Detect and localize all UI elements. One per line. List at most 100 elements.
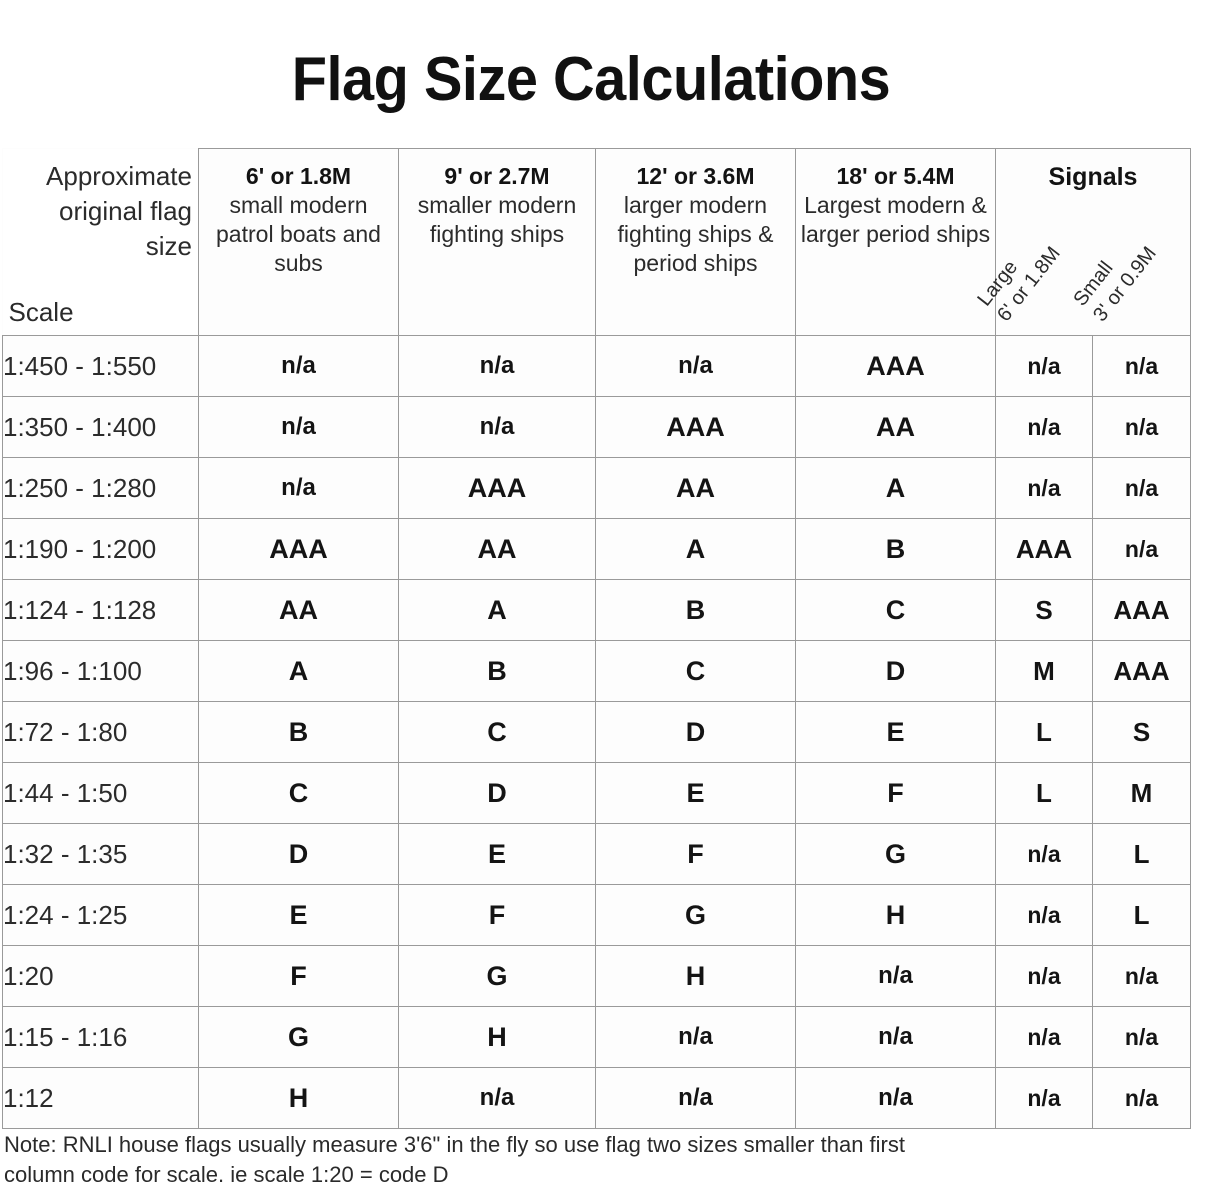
cell-col4: F	[795, 762, 996, 824]
corner-top-label: Approximate original flag size	[46, 160, 192, 261]
cell-col4: n/a	[795, 1006, 996, 1068]
cell-col3: AAA	[595, 396, 796, 458]
cell-col3: H	[595, 945, 796, 1007]
cell-signals-large: n/a	[995, 1067, 1093, 1129]
table-row: 1:450 - 1:550 n/a n/a n/a AAA n/a n/a	[2, 335, 1192, 397]
cell-col3: B	[595, 579, 796, 641]
cell-signals-small: n/a	[1091, 1006, 1192, 1068]
column-header-col4-size: 18' or 5.4M	[836, 163, 955, 189]
cell-col3: F	[595, 823, 796, 885]
cell-signals-small: L	[1091, 823, 1192, 885]
column-header-col1: 6' or 1.8M small modern patrol boats and…	[198, 148, 399, 336]
header-row: Approximate original flag size Scale 6' …	[2, 148, 1192, 336]
cell-col1: B	[198, 701, 399, 763]
cell-col1: A	[198, 640, 399, 702]
cell-col2: B	[398, 640, 596, 702]
cell-col1: n/a	[198, 457, 399, 519]
cell-col1: AAA	[198, 518, 399, 580]
cell-signals-large: n/a	[995, 884, 1093, 946]
cell-col2: AA	[398, 518, 596, 580]
cell-col3: AA	[595, 457, 796, 519]
cell-col4: C	[795, 579, 996, 641]
cell-signals-large: n/a	[995, 945, 1093, 1007]
cell-col1: n/a	[198, 396, 399, 458]
cell-col1: n/a	[198, 335, 399, 397]
cell-signals-small: M	[1091, 762, 1192, 824]
cell-col1: D	[198, 823, 399, 885]
column-header-col3-size: 12' or 3.6M	[636, 163, 755, 189]
cell-col4: A	[795, 457, 996, 519]
column-header-col2-size: 9' or 2.7M	[444, 163, 550, 189]
cell-col3: G	[595, 884, 796, 946]
cell-signals-small: n/a	[1091, 518, 1192, 580]
cell-col3: A	[595, 518, 796, 580]
cell-signals-large: n/a	[995, 396, 1093, 458]
column-header-col1-size: 6' or 1.8M	[245, 163, 352, 189]
table-header: Approximate original flag size Scale 6' …	[2, 148, 1192, 336]
cell-signals-small: n/a	[1091, 945, 1192, 1007]
cell-signals-small: n/a	[1091, 396, 1192, 458]
cell-signals-large: M	[995, 640, 1093, 702]
cell-col2: C	[398, 701, 596, 763]
cell-col1: AA	[198, 579, 399, 641]
cell-col4: D	[795, 640, 996, 702]
cell-col4: AAA	[795, 335, 996, 397]
cell-col3: n/a	[595, 1006, 796, 1068]
cell-col4: n/a	[795, 945, 996, 1007]
cell-col2: H	[398, 1006, 596, 1068]
cell-col2: n/a	[398, 396, 596, 458]
cell-scale: 1:20	[2, 945, 199, 1007]
cell-signals-large: n/a	[995, 457, 1093, 519]
table-row: 1:96 - 1:100 A B C D M AAA	[2, 640, 1192, 702]
table-row: 1:190 - 1:200 AAA AA A B AAA n/a	[2, 518, 1192, 580]
column-header-col4-desc: Largest modern & larger period ships	[800, 192, 991, 247]
table-body: 1:450 - 1:550 n/a n/a n/a AAA n/a n/a 1:350 - 1…	[2, 335, 1192, 1129]
cell-col4: AA	[795, 396, 996, 458]
cell-col4: n/a	[795, 1067, 996, 1129]
cell-col4: E	[795, 701, 996, 763]
footnote: Note: RNLI house flags usually measure 3…	[4, 1130, 1104, 1190]
column-header-col2-desc: smaller modern fighting ships	[417, 192, 577, 247]
signals-title: Signals	[1048, 163, 1138, 191]
cell-scale: 1:32 - 1:35	[2, 823, 199, 885]
cell-col2: AAA	[398, 457, 596, 519]
signals-rotated-labels: Large 6' or 1.8M Small 3' or 0.9M	[973, 197, 1190, 333]
cell-col2: E	[398, 823, 596, 885]
table-row: 1:72 - 1:80 B C D E L S	[2, 701, 1192, 763]
header-corner-cell: Approximate original flag size Scale	[2, 148, 199, 336]
cell-col2: n/a	[398, 1067, 596, 1129]
footnote-line-1: Note: RNLI house flags usually measure 3…	[4, 1132, 905, 1157]
cell-signals-large: n/a	[995, 823, 1093, 885]
footnote-line-2: column code for scale. ie scale 1:20 = c…	[4, 1162, 449, 1187]
cell-col1: H	[198, 1067, 399, 1129]
cell-col2: n/a	[398, 335, 596, 397]
cell-col3: C	[595, 640, 796, 702]
cell-col1: E	[198, 884, 399, 946]
signals-small-label: Small 3' or 0.9M	[1069, 227, 1163, 327]
column-header-col3-desc: larger modern fighting ships & period sh…	[617, 192, 774, 276]
cell-scale: 1:350 - 1:400	[2, 396, 199, 458]
flag-size-table-container: Approximate original flag size Scale 6' …	[2, 148, 1192, 1129]
cell-col2: G	[398, 945, 596, 1007]
cell-col3: n/a	[595, 1067, 796, 1129]
cell-scale: 1:190 - 1:200	[2, 518, 199, 580]
cell-col1: C	[198, 762, 399, 824]
cell-signals-small: AAA	[1091, 640, 1192, 702]
cell-col2: A	[398, 579, 596, 641]
cell-signals-large: L	[995, 762, 1093, 824]
corner-bottom-label: Scale	[8, 296, 74, 327]
cell-col4: B	[795, 518, 996, 580]
cell-signals-small: AAA	[1091, 579, 1192, 641]
cell-signals-small: n/a	[1091, 457, 1192, 519]
column-header-col3: 12' or 3.6M larger modern fighting ships…	[595, 148, 796, 336]
cell-col3: E	[595, 762, 796, 824]
column-header-col2: 9' or 2.7M smaller modern fighting ships	[398, 148, 596, 336]
column-header-col4: 18' or 5.4M Largest modern & larger peri…	[795, 148, 996, 336]
cell-signals-large: L	[995, 701, 1093, 763]
